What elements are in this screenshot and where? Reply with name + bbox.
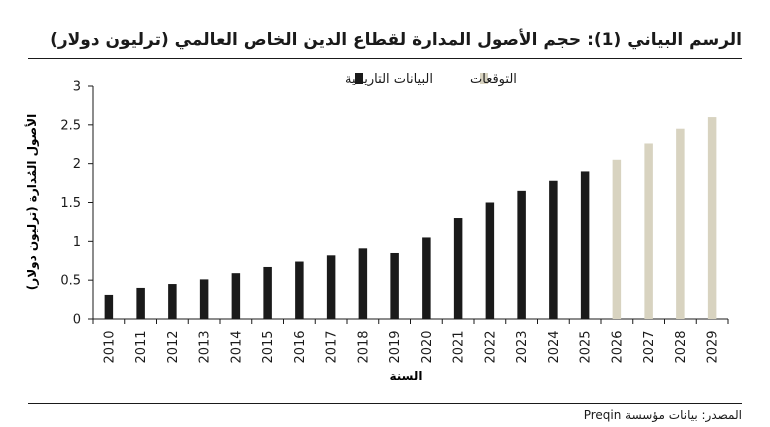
bar <box>422 237 431 319</box>
legend-swatch <box>480 73 488 84</box>
y-tick-label: 2.5 <box>60 118 81 133</box>
x-tick-label: 2029 <box>706 330 721 363</box>
bar <box>295 261 304 319</box>
bar <box>485 202 495 319</box>
x-tick-label: 2014 <box>229 330 244 363</box>
bars <box>104 117 717 319</box>
legend-swatch <box>355 73 363 84</box>
x-tick-label: 2025 <box>579 330 594 363</box>
y-tick-label: 1 <box>73 235 81 250</box>
x-tick-label: 2022 <box>483 330 498 363</box>
x-tick-label: 2011 <box>134 330 149 363</box>
y-tick-label: 0 <box>73 313 81 328</box>
x-tick-label: 2020 <box>420 330 435 363</box>
bar <box>644 143 653 319</box>
x-axis: 2010 2011 2012 2013 2014 2015 2016 2017 2018 2019… <box>92 318 729 364</box>
x-tick-label: 2023 <box>515 330 530 363</box>
x-tick-label: 2018 <box>356 330 371 363</box>
bar-chart: البيانات التاريخية التوقعات 0 0.5 1 1.5 2 2.5 3… <box>24 72 729 383</box>
x-tick-label: 2024 <box>547 330 562 363</box>
y-axis-label: الأصول المُدارة (ترليون دولار) <box>24 114 40 290</box>
bar <box>168 284 177 319</box>
bar <box>104 294 114 319</box>
bar <box>517 190 526 319</box>
bar <box>676 128 685 319</box>
x-tick-label: 2019 <box>388 330 403 363</box>
legend: البيانات التاريخية التوقعات <box>345 72 517 87</box>
x-tick-label: 2021 <box>452 330 467 363</box>
y-tick-label: 2 <box>73 157 81 172</box>
x-tick-label: 2026 <box>610 330 625 363</box>
x-tick-label: 2028 <box>674 330 689 363</box>
bar <box>358 248 368 319</box>
title-divider <box>28 58 742 59</box>
chart-title: الرسم البياني (1): حجم الأصول المدارة لق… <box>50 30 742 50</box>
x-tick-label: 2013 <box>198 330 213 363</box>
x-tick-label: 2027 <box>642 330 657 363</box>
x-tick-label: 2012 <box>166 330 181 363</box>
bar <box>580 171 590 319</box>
x-tick-label: 2016 <box>293 330 308 363</box>
source-note: المصدر: بيانات مؤسسة Preqin <box>583 408 742 422</box>
y-tick-label: 1.5 <box>60 196 81 211</box>
legend-label: البيانات التاريخية <box>345 72 433 87</box>
x-tick-label: 2015 <box>261 330 276 363</box>
x-axis-label: السنة <box>389 369 422 383</box>
y-axis: 0 0.5 1 1.5 2 2.5 3 <box>60 80 94 328</box>
bar <box>453 218 463 319</box>
bar <box>390 252 399 319</box>
x-tick-label: 2017 <box>325 330 340 363</box>
y-tick-label: 0.5 <box>60 274 81 289</box>
bar <box>326 255 336 319</box>
footer-divider <box>28 403 742 404</box>
bar <box>549 180 558 319</box>
bar <box>263 266 272 319</box>
bar <box>612 159 622 319</box>
bar <box>707 117 717 319</box>
bar <box>136 287 145 319</box>
bar <box>199 279 209 319</box>
x-tick-label: 2010 <box>102 330 117 363</box>
legend-label: التوقعات <box>470 72 517 87</box>
bar <box>231 273 241 319</box>
y-tick-label: 3 <box>73 80 81 95</box>
